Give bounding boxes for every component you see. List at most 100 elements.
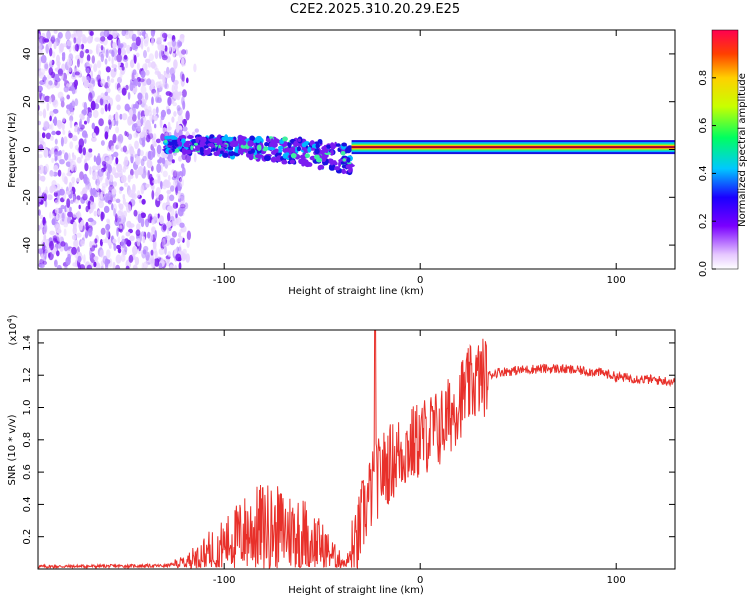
noise-mark — [68, 181, 73, 191]
noise-mark — [69, 115, 74, 122]
noise-mark — [43, 193, 47, 202]
signal-mark — [213, 151, 219, 157]
noise-mark — [105, 223, 111, 231]
noise-mark — [69, 119, 73, 129]
noise-mark — [97, 168, 104, 177]
noise-mark — [181, 96, 185, 106]
noise-mark — [115, 198, 121, 203]
noise-mark — [76, 156, 82, 164]
noise-mark — [97, 191, 100, 198]
signal-mark — [169, 135, 177, 140]
signal-mark — [297, 138, 301, 142]
signal-mark — [194, 142, 198, 146]
noise-mark — [183, 119, 187, 127]
noise-mark — [169, 221, 176, 227]
noise-mark — [91, 165, 97, 171]
noise-mark — [57, 32, 63, 39]
noise-mark — [124, 103, 130, 112]
noise-mark — [86, 264, 92, 269]
noise-mark — [144, 104, 148, 111]
signal-mark — [168, 141, 174, 146]
x-tick-label: 100 — [607, 275, 626, 286]
noise-mark — [54, 79, 58, 86]
noise-mark — [167, 41, 174, 47]
noise-mark — [176, 48, 180, 56]
noise-mark — [104, 262, 109, 269]
signal-mark — [304, 161, 311, 168]
noise-mark — [167, 96, 172, 106]
noise-mark — [124, 156, 129, 167]
signal-mark — [187, 135, 194, 139]
colorbar-tick-label: 0.2 — [698, 213, 709, 229]
noise-mark — [85, 221, 89, 231]
noise-mark — [158, 194, 164, 201]
noise-mark — [86, 54, 91, 62]
noise-mark — [140, 118, 144, 125]
noise-mark — [140, 158, 145, 167]
noise-mark — [131, 113, 137, 122]
noise-mark — [61, 54, 66, 62]
noise-mark — [169, 264, 174, 269]
noise-mark — [93, 256, 99, 261]
signal-mark — [255, 136, 262, 144]
noise-mark — [160, 44, 166, 51]
signal-mark — [212, 147, 216, 152]
noise-mark — [100, 78, 106, 87]
noise-mark — [133, 54, 137, 64]
noise-mark — [67, 110, 71, 116]
noise-mark — [55, 130, 61, 136]
noise-mark — [127, 116, 133, 126]
noise-mark — [88, 77, 95, 85]
signal-mark — [234, 146, 239, 151]
noise-mark — [178, 129, 183, 137]
noise-mark — [154, 50, 159, 60]
noise-mark — [165, 127, 171, 132]
noise-mark — [111, 203, 114, 211]
signal-mark — [345, 164, 353, 170]
signal-mark — [203, 145, 209, 149]
noise-mark — [74, 71, 80, 76]
signal-mark — [338, 161, 342, 168]
noise-mark — [140, 70, 146, 78]
signal-mark — [183, 142, 189, 148]
signal-mark — [232, 141, 238, 148]
noise-mark — [167, 251, 172, 258]
noise-mark — [66, 94, 70, 100]
signal-mark — [341, 168, 346, 175]
noise-mark — [54, 199, 60, 205]
noise-mark — [111, 166, 116, 176]
signal-mark — [257, 154, 262, 159]
noise-mark — [104, 58, 108, 65]
x-tick-label: 0 — [417, 275, 423, 286]
noise-mark — [112, 261, 116, 269]
noise-mark — [140, 231, 145, 237]
snr-series-line — [38, 330, 675, 569]
signal-mark — [316, 157, 323, 163]
noise-mark — [171, 159, 175, 164]
noise-mark — [152, 30, 156, 35]
signal-mark — [248, 153, 254, 161]
noise-mark — [65, 30, 71, 40]
noise-mark — [137, 213, 142, 224]
signal-mark — [341, 142, 347, 147]
noise-mark — [69, 206, 72, 212]
noise-mark — [172, 170, 178, 179]
noise-mark — [119, 186, 124, 191]
noise-mark — [120, 238, 126, 248]
noise-mark — [100, 107, 105, 115]
noise-mark — [57, 68, 64, 77]
noise-mark — [112, 238, 117, 244]
noise-mark — [63, 152, 69, 161]
noise-mark — [38, 209, 41, 217]
y-tick-label: 1.2 — [22, 367, 33, 383]
noise-mark — [155, 138, 161, 144]
noise-mark — [39, 214, 44, 220]
noise-mark — [63, 77, 67, 84]
noise-mark — [104, 193, 110, 203]
noise-mark — [60, 136, 64, 147]
signal-mark — [228, 150, 235, 157]
noise-mark — [38, 173, 41, 181]
noise-mark — [147, 106, 152, 113]
noise-mark — [86, 67, 90, 74]
noise-mark — [130, 59, 135, 68]
